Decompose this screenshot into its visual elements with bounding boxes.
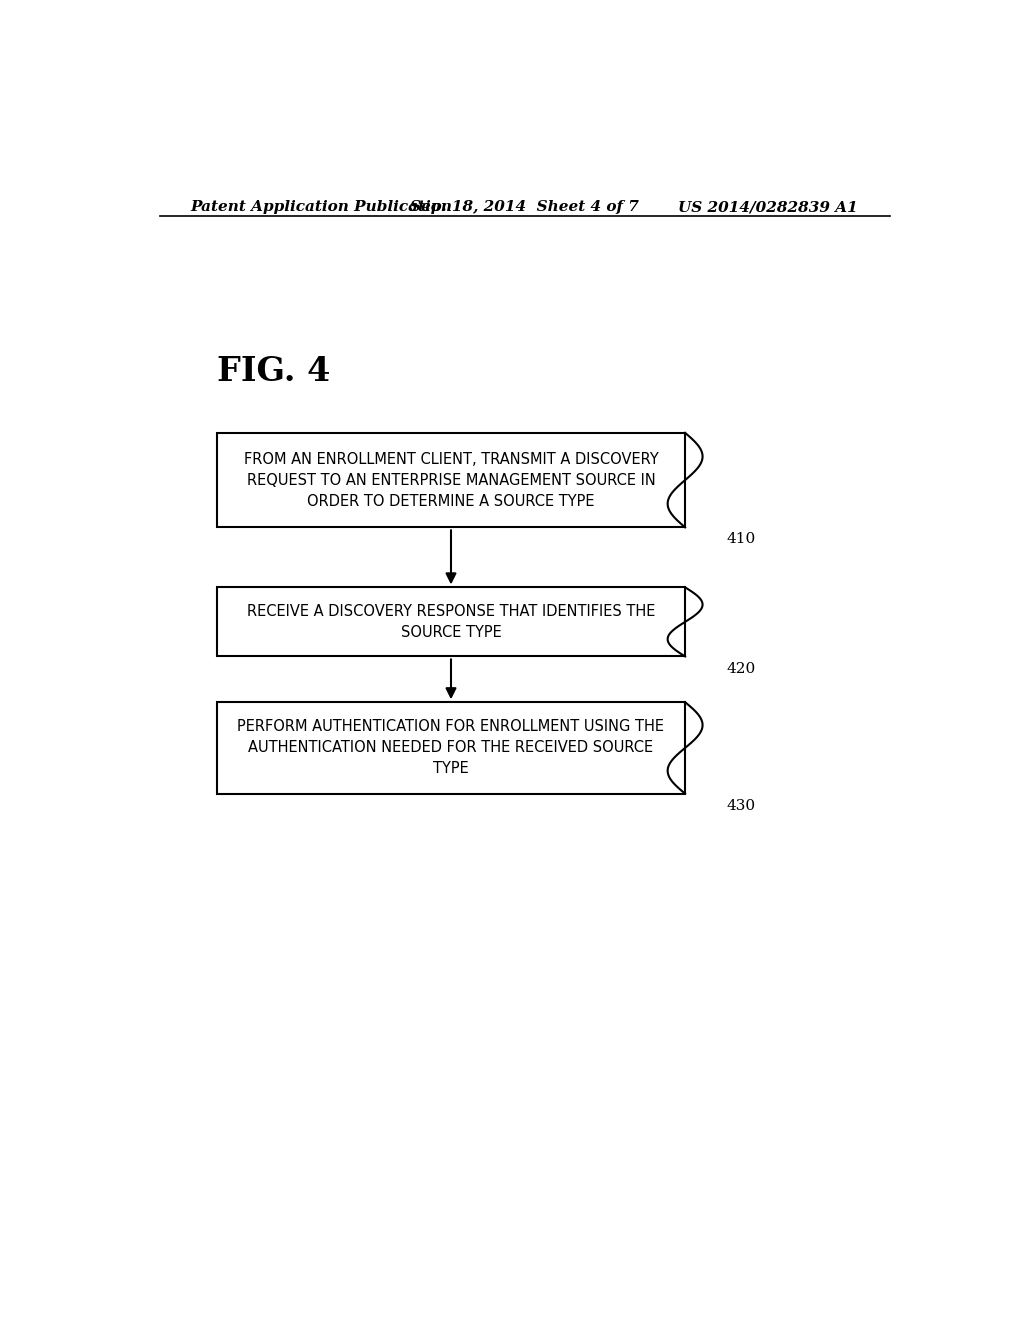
Text: FROM AN ENROLLMENT CLIENT, TRANSMIT A DISCOVERY
REQUEST TO AN ENTERPRISE MANAGEM: FROM AN ENROLLMENT CLIENT, TRANSMIT A DI…: [244, 451, 658, 508]
Text: FIG. 4: FIG. 4: [217, 355, 331, 388]
Text: US 2014/0282839 A1: US 2014/0282839 A1: [678, 201, 858, 214]
Bar: [217, 433, 685, 528]
Bar: [217, 702, 685, 793]
Text: PERFORM AUTHENTICATION FOR ENROLLMENT USING THE
AUTHENTICATION NEEDED FOR THE RE: PERFORM AUTHENTICATION FOR ENROLLMENT US…: [238, 719, 665, 776]
Text: Patent Application Publication: Patent Application Publication: [189, 201, 452, 214]
Text: 430: 430: [726, 799, 756, 813]
Text: 420: 420: [726, 661, 756, 676]
Text: RECEIVE A DISCOVERY RESPONSE THAT IDENTIFIES THE
SOURCE TYPE: RECEIVE A DISCOVERY RESPONSE THAT IDENTI…: [247, 603, 655, 640]
Text: 410: 410: [726, 532, 756, 546]
Bar: [217, 587, 685, 656]
Text: Sep. 18, 2014  Sheet 4 of 7: Sep. 18, 2014 Sheet 4 of 7: [411, 201, 639, 214]
